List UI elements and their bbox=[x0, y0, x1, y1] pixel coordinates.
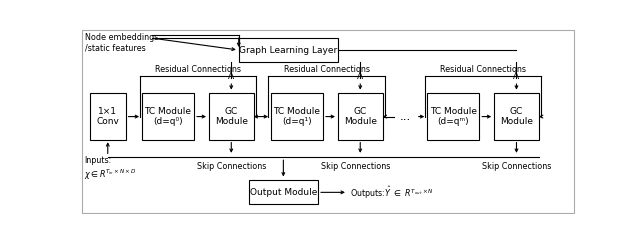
Text: GC
Module: GC Module bbox=[215, 107, 248, 126]
Text: Skip Connections: Skip Connections bbox=[196, 162, 266, 171]
Text: TC Module
(d=q¹): TC Module (d=q¹) bbox=[273, 107, 321, 126]
Bar bbox=[494, 94, 539, 140]
Bar bbox=[90, 94, 125, 140]
Bar bbox=[271, 94, 323, 140]
Text: Node embeddings
/static features: Node embeddings /static features bbox=[85, 33, 158, 53]
Text: Residual Connections: Residual Connections bbox=[284, 66, 370, 74]
Text: GC
Module: GC Module bbox=[500, 107, 533, 126]
Bar bbox=[142, 94, 194, 140]
Bar bbox=[209, 94, 253, 140]
Bar bbox=[428, 94, 479, 140]
Text: Skip Connections: Skip Connections bbox=[482, 162, 551, 171]
Text: A: A bbox=[228, 72, 234, 81]
Text: Residual Connections: Residual Connections bbox=[440, 66, 526, 74]
Text: Residual Connections: Residual Connections bbox=[155, 66, 241, 74]
Text: GC
Module: GC Module bbox=[344, 107, 377, 126]
Bar bbox=[338, 94, 383, 140]
Bar bbox=[249, 180, 318, 204]
Text: TC Module
(d=q⁰): TC Module (d=q⁰) bbox=[145, 107, 191, 126]
Text: Skip Connections: Skip Connections bbox=[321, 162, 390, 171]
Text: Output Module: Output Module bbox=[250, 188, 317, 197]
Text: Inputs:
$\chi \in R^{T_{in}\times N\times D}$: Inputs: $\chi \in R^{T_{in}\times N\time… bbox=[84, 156, 136, 182]
Text: 1×1
Conv: 1×1 Conv bbox=[97, 107, 119, 126]
Text: Graph Learning Layer: Graph Learning Layer bbox=[239, 46, 337, 54]
Bar bbox=[239, 38, 338, 62]
Text: TC Module
(d=qᵐ): TC Module (d=qᵐ) bbox=[429, 107, 477, 126]
Text: A: A bbox=[513, 72, 520, 81]
Text: Outputs:$\hat{Y}$ $\in$ $R^{T_{out}\times N}$: Outputs:$\hat{Y}$ $\in$ $R^{T_{out}\time… bbox=[350, 184, 434, 201]
Text: A: A bbox=[357, 72, 364, 81]
Text: ...: ... bbox=[399, 110, 410, 123]
